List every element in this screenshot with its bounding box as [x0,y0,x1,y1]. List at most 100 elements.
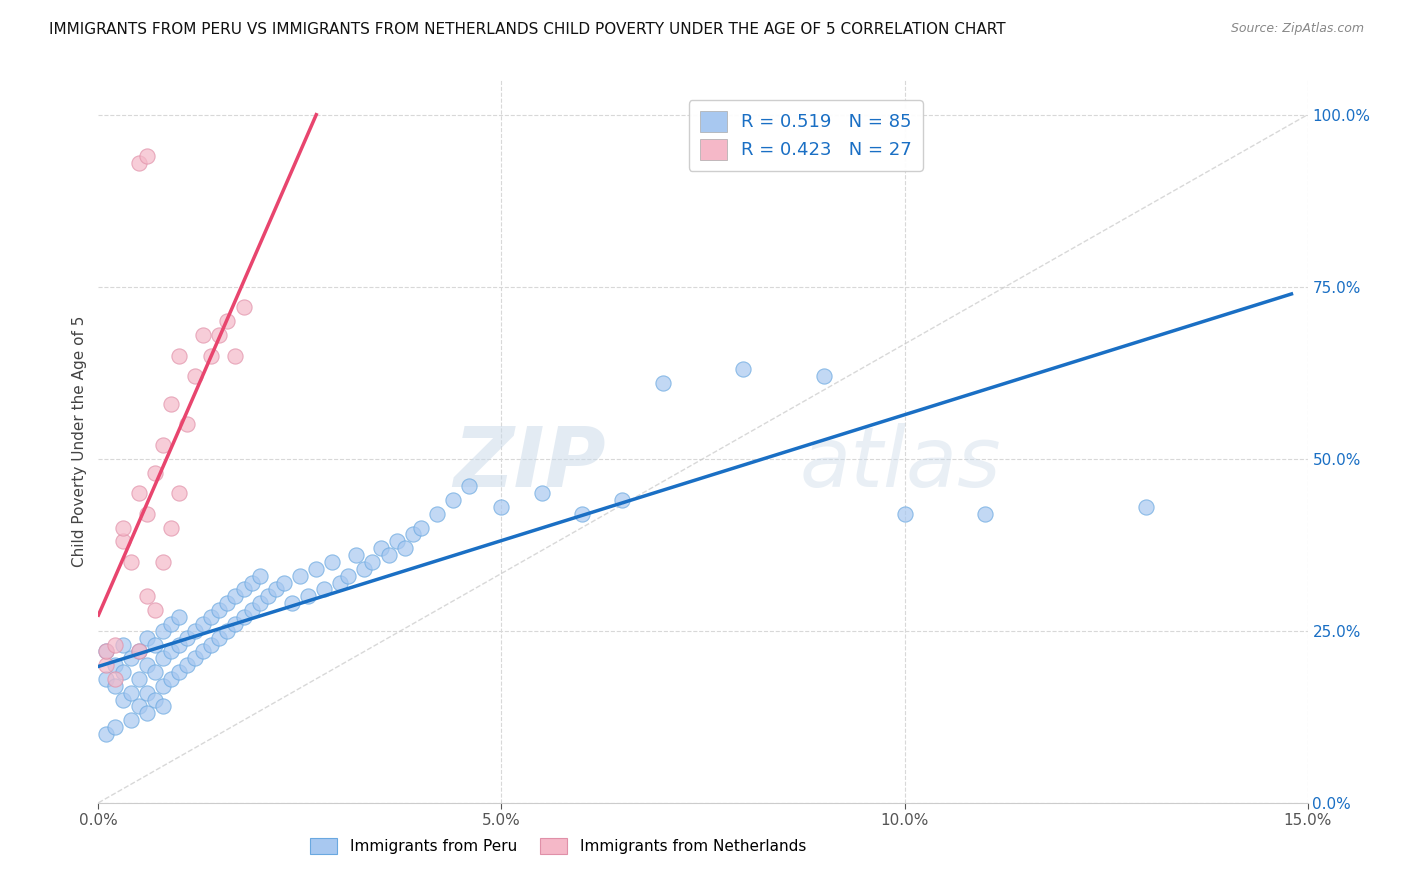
Point [651,376,673,390]
Point [135,706,157,721]
Point [143,692,166,706]
Text: ZIP: ZIP [454,423,606,504]
Point [612,493,634,508]
Point [128,644,150,658]
Point [288,568,311,582]
Point [176,658,198,673]
Point [813,369,835,384]
Point [111,638,134,652]
Point [184,624,207,638]
Point [160,644,183,658]
Point [120,713,142,727]
Point [329,575,352,590]
Point [256,590,278,604]
Point [184,369,207,384]
Point [321,555,343,569]
Point [394,541,416,556]
Point [314,582,336,597]
Point [240,575,263,590]
Point [152,679,174,693]
Point [96,727,118,741]
Point [184,651,207,665]
Point [370,541,392,556]
Point [232,301,254,315]
Point [111,692,134,706]
Point [249,568,271,582]
Point [167,486,190,500]
Point [344,548,367,562]
Point [208,603,231,617]
Text: atlas: atlas [800,423,1001,504]
Point [160,397,183,411]
Point [224,349,246,363]
Point [120,555,142,569]
Point [96,644,118,658]
Point [152,651,174,665]
Point [152,555,174,569]
Point [491,500,513,514]
Y-axis label: Child Poverty Under the Age of 5: Child Poverty Under the Age of 5 [72,316,87,567]
Point [135,590,157,604]
Point [160,616,183,631]
Point [217,314,239,328]
Point [96,658,118,673]
Point [103,658,125,673]
Point [152,438,174,452]
Point [1135,500,1157,514]
Point [176,417,198,432]
Text: IMMIGRANTS FROM PERU VS IMMIGRANTS FROM NETHERLANDS CHILD POVERTY UNDER THE AGE : IMMIGRANTS FROM PERU VS IMMIGRANTS FROM … [49,22,1005,37]
Point [353,562,375,576]
Point [128,486,150,500]
Legend: R = 0.519   N = 85, R = 0.423   N = 27: R = 0.519 N = 85, R = 0.423 N = 27 [689,100,922,170]
Point [193,644,215,658]
Point [426,507,449,521]
Point [208,327,231,342]
Point [176,631,198,645]
Point [103,638,125,652]
Point [530,486,553,500]
Point [152,699,174,714]
Point [441,493,464,508]
Point [111,520,134,534]
Point [200,349,222,363]
Point [120,651,142,665]
Point [143,665,166,679]
Point [167,610,190,624]
Point [273,575,295,590]
Point [337,568,360,582]
Point [128,644,150,658]
Point [103,720,125,734]
Point [249,596,271,610]
Point [409,520,432,534]
Point [264,582,287,597]
Point [160,672,183,686]
Point [111,534,134,549]
Point [128,672,150,686]
Point [120,686,142,700]
Point [193,616,215,631]
Point [111,665,134,679]
Point [571,507,593,521]
Point [143,638,166,652]
Point [232,582,254,597]
Point [402,527,425,541]
Point [240,603,263,617]
Point [152,624,174,638]
Point [96,644,118,658]
Point [458,479,481,493]
Point [167,638,190,652]
Point [305,562,328,576]
Point [193,327,215,342]
Point [281,596,304,610]
Point [103,679,125,693]
Point [208,631,231,645]
Point [160,520,183,534]
Point [135,658,157,673]
Point [217,624,239,638]
Point [128,699,150,714]
Point [224,616,246,631]
Point [167,665,190,679]
Text: Source: ZipAtlas.com: Source: ZipAtlas.com [1230,22,1364,36]
Point [232,610,254,624]
Point [377,548,399,562]
